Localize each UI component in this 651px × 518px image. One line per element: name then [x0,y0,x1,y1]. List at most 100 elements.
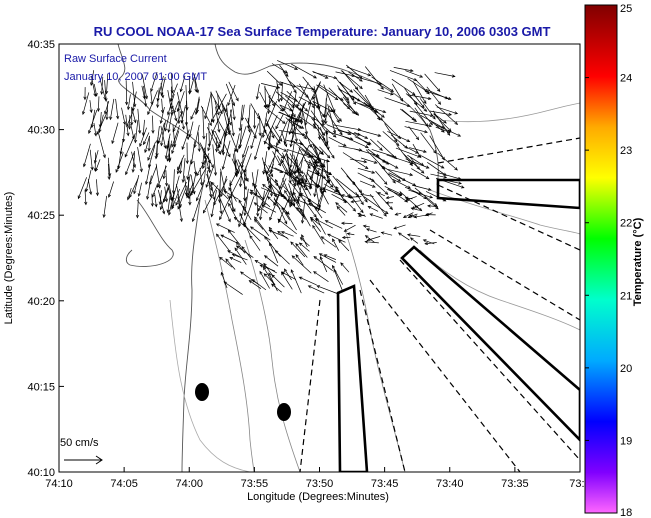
current-vector [251,279,267,291]
current-vector [362,224,370,228]
current-vector [275,178,283,196]
scale-arrow [64,455,103,465]
current-vector [343,198,357,212]
current-vector [338,81,354,93]
current-vector [279,104,294,112]
current-vector [293,191,301,207]
colorbar-tick-label: 23 [620,145,632,157]
current-vector [360,193,374,197]
current-vector [202,107,206,140]
current-vector [271,63,288,74]
current-vector [147,90,158,116]
current-vector [426,198,439,210]
current-vector [405,196,417,201]
current-vector [295,254,304,266]
current-vector [160,125,167,149]
current-vector [346,232,355,236]
x-tick-label: 74:05 [110,478,138,490]
current-vector [391,83,404,102]
current-vector [267,196,281,209]
current-vector [268,226,279,240]
current-vector [299,193,321,208]
current-vector [332,238,340,251]
current-vector [172,113,182,133]
current-vector [261,204,277,213]
current-vector [229,257,242,263]
current-vector [150,193,154,207]
current-vector [284,189,295,206]
y-tick-label: 40:10 [27,467,55,479]
coastline [117,44,207,472]
current-vector [177,196,183,223]
current-vector [281,131,288,148]
current-vector [387,169,414,177]
current-vector [318,253,337,263]
current-vector [292,180,321,188]
current-vector [364,94,381,121]
current-vector [130,124,135,140]
current-vector [107,163,111,181]
current-vector [382,131,400,147]
radar-sector-lines [299,137,580,472]
current-vector [220,271,228,289]
current-vector [364,240,379,244]
current-vector [273,145,288,152]
current-vector [330,107,340,124]
current-vector [427,162,447,176]
current-vector [299,237,310,247]
current-vector [83,87,87,101]
colorbar-tick-label: 18 [620,507,632,518]
current-vector [393,67,414,73]
current-vector [189,167,207,197]
current-vector [319,84,344,101]
current-vector [357,172,375,182]
current-vector [231,158,240,175]
current-vector [241,129,252,159]
current-vector [269,142,285,159]
current-vector [254,259,277,274]
current-vector [381,119,402,140]
current-vector [238,199,246,213]
current-vector [280,91,298,102]
current-vector [162,165,167,180]
current-vector [217,94,221,110]
current-vector [186,121,190,141]
current-vector [242,205,252,221]
current-vector [193,160,198,176]
colorbar-gradient [584,4,618,514]
current-vector [131,151,137,169]
current-vector [206,126,221,155]
current-vector [254,132,263,161]
current-vector [89,100,93,114]
current-vector [181,129,190,150]
current-vector [285,153,292,176]
current-vector [271,274,285,288]
current-vector [210,181,229,200]
current-vector [160,120,166,147]
current-vector [157,189,166,215]
current-vector [169,83,178,103]
current-vector [249,234,261,251]
current-vector [125,80,129,106]
current-vector [404,126,428,134]
colorbar-tick-label: 20 [620,363,632,375]
current-vector [122,122,126,143]
current-vector [263,161,274,178]
current-vector [341,235,351,240]
current-vector [141,85,146,100]
current-vector [282,70,297,94]
current-vector [357,167,376,174]
current-vector [259,270,270,289]
current-vector [238,158,244,188]
current-vector [342,135,369,148]
current-vector [308,163,333,176]
current-vector [167,94,175,116]
current-vector [273,197,288,225]
current-vector [299,194,317,218]
current-vector [409,237,419,244]
current-vector [280,81,284,102]
current-vector [331,264,344,285]
current-vector [391,78,416,96]
current-vector [137,182,142,197]
current-vector [151,115,155,134]
